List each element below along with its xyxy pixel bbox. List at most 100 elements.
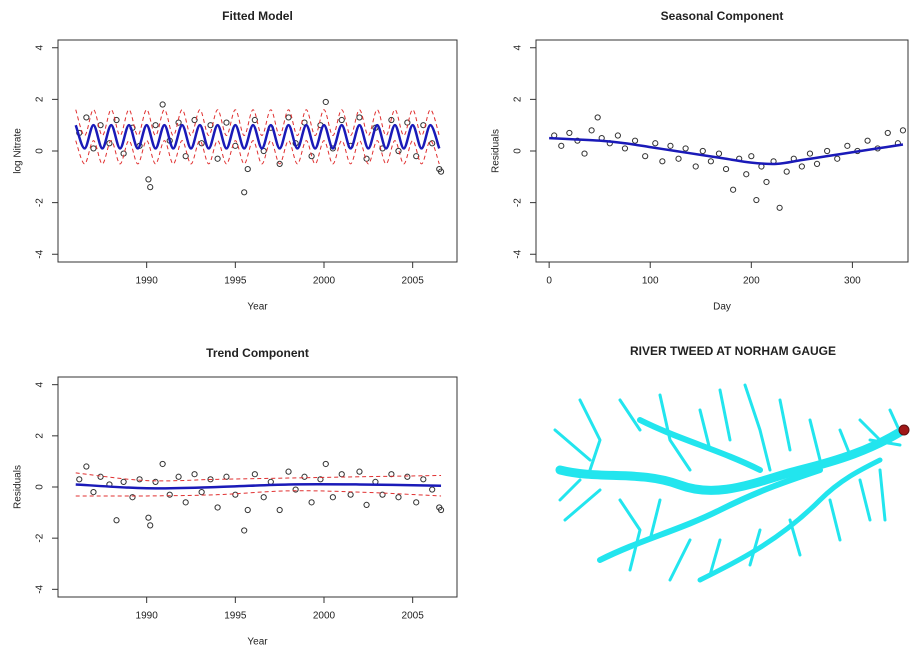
point <box>730 186 737 193</box>
branch <box>743 383 852 472</box>
point <box>581 150 588 157</box>
point <box>667 142 674 149</box>
point <box>722 165 730 173</box>
y-tick-label: 2 <box>35 433 46 439</box>
point <box>356 468 363 475</box>
branch <box>748 468 887 567</box>
branch <box>553 398 602 522</box>
x-tick-label: 2005 <box>402 611 425 622</box>
point <box>675 155 682 162</box>
point <box>113 116 120 124</box>
point <box>83 114 90 121</box>
point <box>276 506 283 514</box>
point <box>824 147 831 155</box>
x-axis-label: Year <box>247 302 268 313</box>
x-axis-label: Year <box>247 637 268 647</box>
point <box>748 153 755 160</box>
point <box>753 196 760 204</box>
point <box>322 460 329 468</box>
point <box>292 486 299 493</box>
y-axis-label: log Nitrate <box>13 128 24 174</box>
point <box>404 119 411 126</box>
x-tick-label: 2005 <box>402 276 425 287</box>
point <box>147 522 154 529</box>
tributary <box>697 457 883 583</box>
point <box>631 137 639 144</box>
point <box>244 165 251 173</box>
band-line <box>75 490 442 497</box>
band-line <box>75 109 440 137</box>
point <box>159 101 166 108</box>
point <box>363 155 370 162</box>
point <box>251 471 258 478</box>
point <box>191 471 198 478</box>
point <box>166 491 173 498</box>
river-map <box>553 383 910 583</box>
point <box>76 476 83 483</box>
point <box>798 163 805 170</box>
y-axis-label: Residuals <box>491 129 502 173</box>
point <box>429 140 436 147</box>
point <box>145 514 152 521</box>
point <box>152 122 159 129</box>
point <box>429 486 436 493</box>
point <box>285 468 292 475</box>
point <box>129 494 136 501</box>
point <box>317 476 324 483</box>
chart-title: Trend Component <box>206 346 309 360</box>
point <box>699 147 706 155</box>
point <box>388 471 395 478</box>
point <box>844 142 851 149</box>
y-tick-label: -4 <box>35 249 46 258</box>
point <box>97 122 104 129</box>
point <box>260 494 267 501</box>
point <box>659 158 666 165</box>
point <box>90 489 97 496</box>
y-tick-label: -2 <box>35 198 46 207</box>
point <box>106 140 113 147</box>
point <box>420 122 427 129</box>
x-tick-label: 0 <box>546 276 552 287</box>
y-tick-label: 2 <box>513 96 524 102</box>
point <box>223 119 230 126</box>
point <box>182 499 189 506</box>
point <box>395 494 402 501</box>
point <box>437 168 445 175</box>
point <box>783 168 790 175</box>
x-tick-label: 2000 <box>313 276 336 287</box>
point <box>308 499 315 506</box>
point <box>232 491 239 498</box>
y-tick-label: 2 <box>35 96 46 102</box>
point <box>244 506 251 514</box>
y-axis-label: Residuals <box>13 465 24 509</box>
point <box>692 163 699 170</box>
point <box>558 142 565 149</box>
x-tick-label: 1990 <box>136 276 159 287</box>
point <box>763 178 770 186</box>
x-tick-label: 300 <box>844 276 861 287</box>
y-tick-label: -4 <box>35 584 46 593</box>
branch <box>618 498 722 582</box>
point <box>834 155 841 162</box>
chart-title: Seasonal Component <box>661 9 784 23</box>
point <box>420 476 427 483</box>
point <box>363 501 370 509</box>
point <box>642 153 649 160</box>
point <box>147 184 154 191</box>
point <box>404 473 411 480</box>
x-tick-label: 1995 <box>224 611 247 622</box>
point <box>776 204 783 211</box>
point <box>251 116 258 124</box>
band-line <box>75 472 442 482</box>
point <box>207 476 214 483</box>
x-tick-label: 200 <box>743 276 760 287</box>
x-tick-label: 2000 <box>313 611 336 622</box>
point <box>621 145 629 152</box>
point <box>338 471 345 478</box>
point <box>223 473 230 480</box>
y-tick-label: -2 <box>35 533 46 542</box>
y-tick-label: -2 <box>513 198 524 207</box>
point <box>90 145 97 152</box>
y-tick-label: 4 <box>35 45 46 51</box>
